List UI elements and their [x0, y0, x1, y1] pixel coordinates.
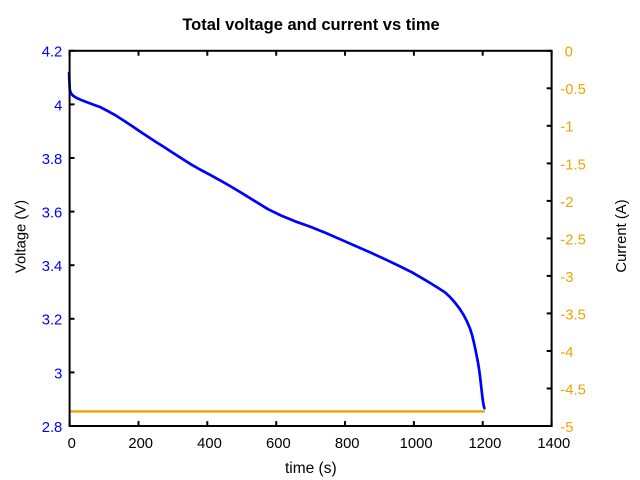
svg-text:3.8: 3.8	[42, 152, 63, 168]
svg-text:-5: -5	[560, 420, 573, 436]
svg-text:3.2: 3.2	[42, 313, 63, 329]
svg-text:1000: 1000	[400, 436, 433, 452]
svg-text:200: 200	[128, 436, 153, 452]
svg-text:800: 800	[335, 436, 360, 452]
svg-text:-1: -1	[560, 120, 573, 136]
svg-text:2.8: 2.8	[42, 420, 63, 436]
svg-text:time (s): time (s)	[285, 460, 337, 477]
svg-text:0: 0	[68, 436, 76, 452]
svg-text:0: 0	[565, 45, 573, 61]
svg-text:Current (A): Current (A)	[614, 199, 630, 272]
svg-text:1400: 1400	[537, 436, 570, 452]
svg-text:-1.5: -1.5	[560, 157, 586, 173]
svg-text:1200: 1200	[468, 436, 501, 452]
svg-text:3.6: 3.6	[42, 206, 63, 222]
svg-text:-4.5: -4.5	[560, 382, 586, 398]
svg-text:3.4: 3.4	[42, 259, 63, 275]
svg-text:Total voltage and current vs t: Total voltage and current vs time	[182, 16, 439, 34]
svg-text:600: 600	[266, 436, 291, 452]
svg-text:-2.5: -2.5	[560, 232, 586, 248]
svg-text:4: 4	[54, 98, 62, 114]
svg-text:Voltage (V): Voltage (V)	[13, 200, 29, 273]
svg-text:4.2: 4.2	[42, 45, 63, 61]
svg-text:-3: -3	[560, 270, 573, 286]
svg-text:-0.5: -0.5	[560, 82, 586, 98]
svg-text:-2: -2	[560, 195, 573, 211]
svg-text:3: 3	[54, 366, 62, 382]
svg-text:-3.5: -3.5	[560, 307, 586, 323]
svg-text:400: 400	[197, 436, 222, 452]
svg-text:-4: -4	[560, 345, 573, 361]
